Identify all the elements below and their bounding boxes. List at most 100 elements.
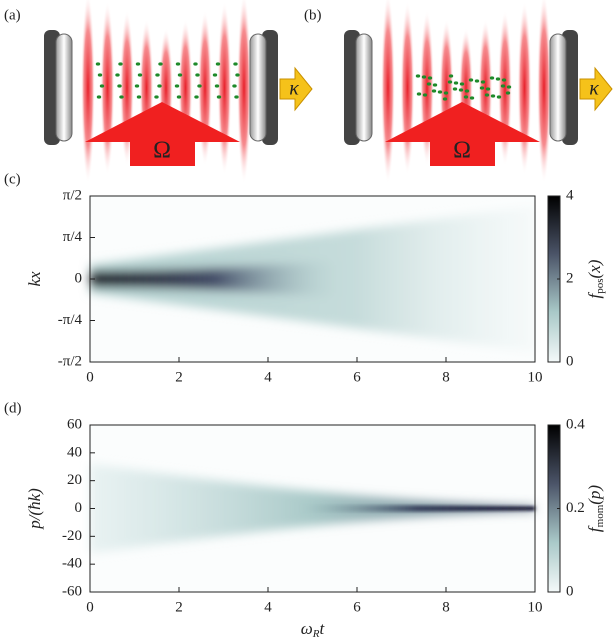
colorbar-label: fmom(p) [585,485,606,533]
x-axis-label: ωRt [301,619,326,640]
atom [175,62,181,66]
atom [232,84,237,88]
atom [464,89,470,93]
atom [479,86,485,90]
y-tick-label: 0 [75,270,83,286]
pump-label: Ω [153,138,171,164]
x-tick-label: 6 [353,369,361,385]
x-tick-label: 2 [175,369,183,385]
atom [193,62,198,66]
atom [233,62,238,66]
atom [136,95,142,99]
atom [443,91,449,95]
atom [415,74,421,78]
atom [431,89,437,93]
atom [235,73,240,77]
atom [459,82,465,86]
atom [158,62,163,66]
standing-wave [517,1,532,175]
mirror [249,33,267,142]
y-tick-label: 40 [67,444,82,460]
x-tick-label: 6 [353,599,361,615]
cavity-diagram: Ωκ [44,0,313,184]
atom [416,92,422,96]
standing-wave [400,1,415,175]
atom [215,62,221,66]
y-tick-label: π/2 [63,187,82,203]
colorbar-tick-label: 0 [566,583,574,599]
y-tick-label: 20 [67,472,82,488]
text-part: R [312,628,320,640]
atom [469,96,475,100]
atom [495,77,501,81]
panel-label: (c) [4,171,21,187]
atom [137,73,143,77]
atom [157,84,162,88]
x-tick-label: 0 [86,599,94,615]
atom [177,73,183,77]
atom [95,62,101,66]
colorbar-tick-label: 4 [566,187,574,203]
atom [463,95,469,99]
mirror [549,33,567,142]
atom [212,73,218,77]
standing-wave [100,1,115,175]
atom [474,79,480,83]
atom [489,76,495,80]
text-part: (x) [585,259,604,278]
decay-arrow [579,66,613,112]
colorbar-label: fpos(x) [585,259,606,298]
atom [176,95,182,99]
text-part: f [585,525,604,532]
y-tick-label: -40 [62,556,82,572]
atom [453,81,459,85]
atom [485,87,491,91]
atom [421,75,427,79]
decay-label: κ [589,78,599,100]
y-tick-label: -π/4 [58,312,83,328]
x-tick-label: 4 [264,599,272,615]
text-part: t [320,619,326,638]
atom [135,62,141,66]
y-tick-label: π/4 [63,229,83,245]
heatmap-image [90,206,535,352]
y-tick-label: 60 [67,416,82,432]
heatmap-image [300,504,535,513]
x-tick-label: 0 [86,369,94,385]
atom [155,73,160,77]
atom [490,94,496,98]
text-part: ω [301,619,313,638]
atom [500,84,506,88]
text-part: (p) [585,485,604,505]
atom [458,88,464,92]
text-part: f [585,291,604,298]
y-tick-label: -20 [62,528,82,544]
standing-wave [381,0,395,184]
atom [194,95,199,99]
density-core [90,261,340,297]
decay-arrow [279,66,313,112]
colorbar-tick-label: 2 [566,270,574,286]
atom [501,78,507,82]
atom [484,93,490,97]
text-part: pos [594,278,606,293]
standing-wave [198,10,212,166]
standing-wave [81,0,95,184]
atom [506,85,512,89]
atom [480,80,486,84]
x-tick-label: 2 [175,599,183,615]
atom [119,95,124,99]
y-axis-label: p/(ħk) [25,488,44,530]
atom [115,73,120,77]
colorbar-tick-label: 0 [566,353,574,369]
atom [234,95,239,99]
atom [442,97,448,101]
panel-label: (d) [4,400,22,416]
atom [447,80,453,84]
atom [505,91,511,95]
mirror [355,33,373,142]
x-tick-label: 4 [264,369,272,385]
atom [118,62,123,66]
atom [426,82,432,86]
